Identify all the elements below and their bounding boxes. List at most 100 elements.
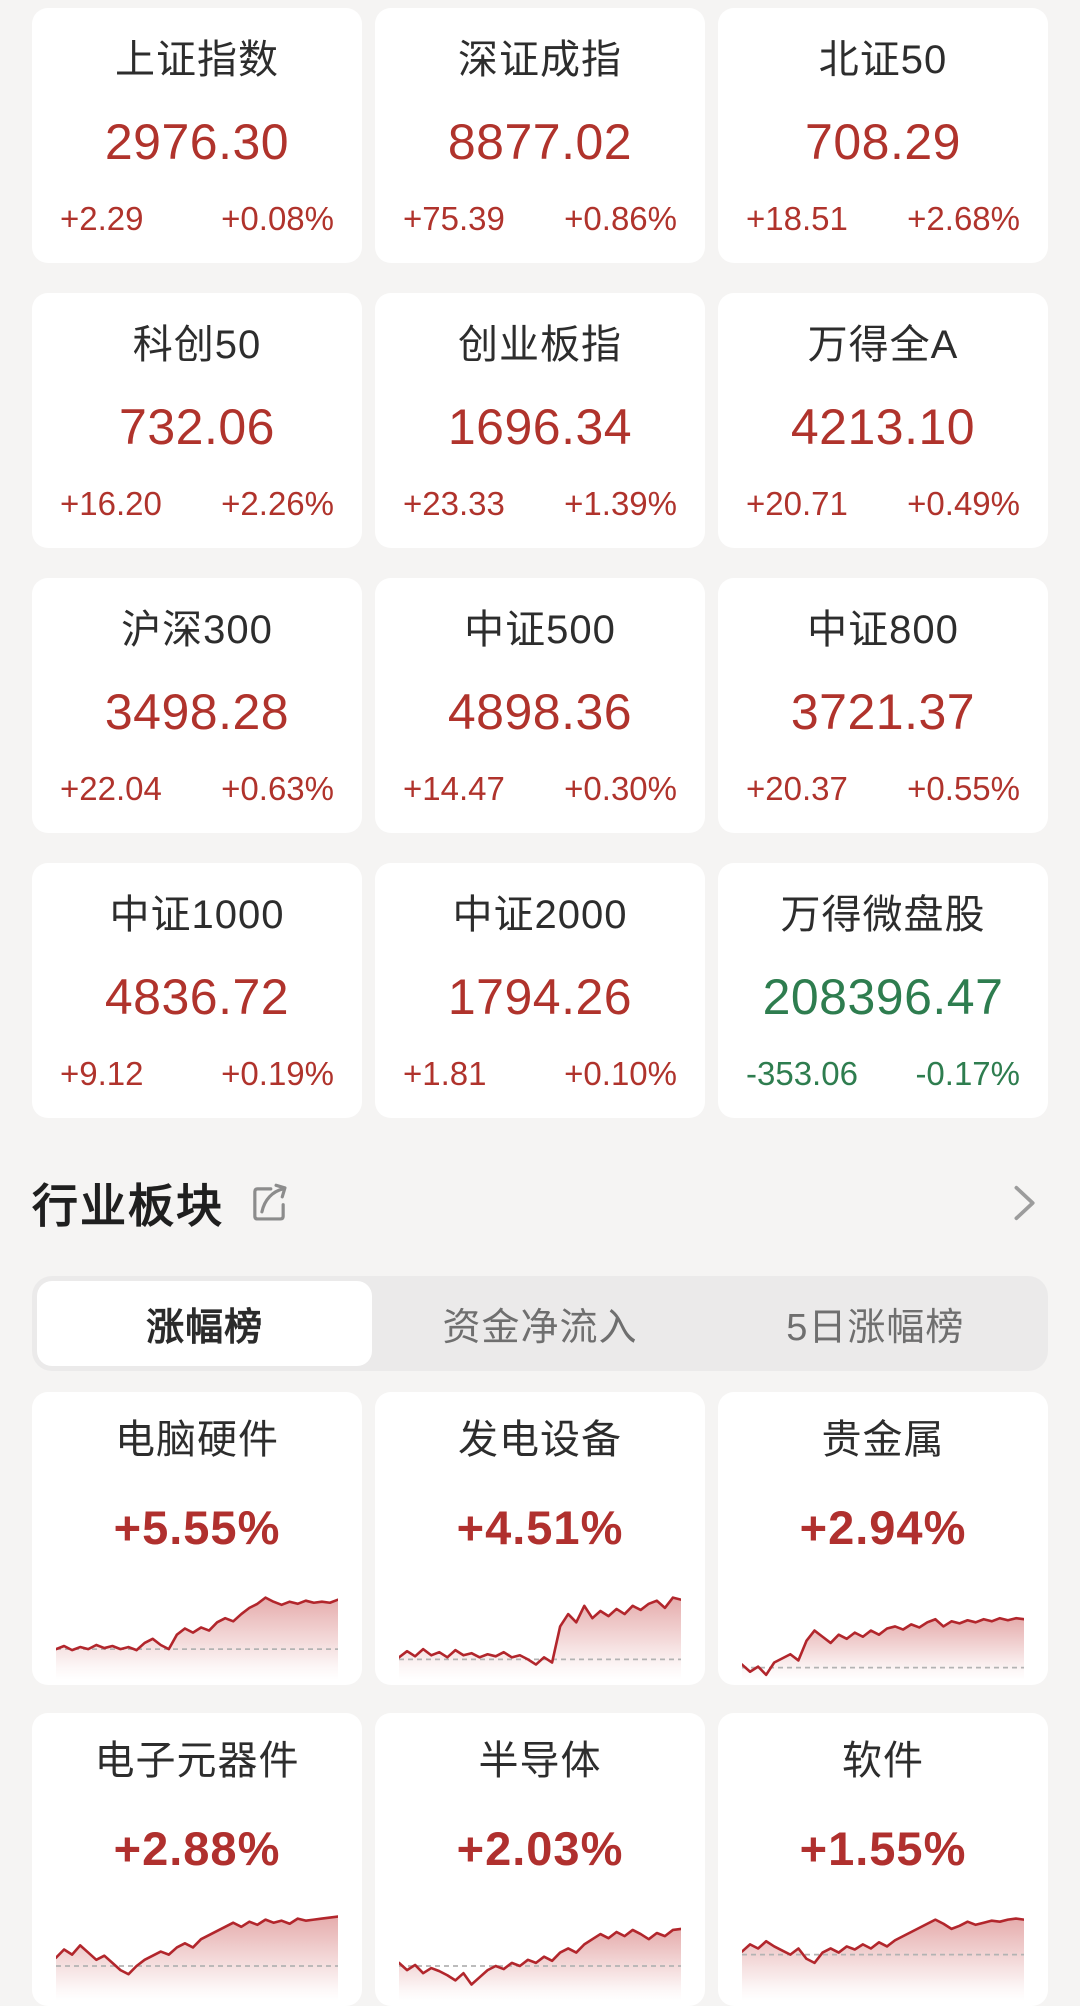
sector-change-pct: +2.03%	[456, 1822, 624, 1875]
index-card[interactable]: 万得全A 4213.10 +20.71 +0.49%	[718, 293, 1048, 548]
sector-name: 发电设备	[458, 1418, 622, 1462]
index-change-pct: +0.49%	[907, 485, 1020, 522]
sector-change-pct: +1.55%	[799, 1822, 967, 1875]
sector-name: 贵金属	[821, 1418, 945, 1462]
sector-card[interactable]: 半导体 +2.03%	[375, 1713, 705, 2006]
index-value: 208396.47	[762, 969, 1004, 1025]
index-name: 创业板指	[458, 323, 622, 367]
index-card[interactable]: 上证指数 2976.30 +2.29 +0.08%	[32, 8, 362, 263]
index-change-pct: +0.30%	[564, 770, 677, 807]
index-change: +20.37	[746, 770, 848, 807]
index-change-row: +1.81 +0.10%	[375, 1057, 705, 1090]
index-change-pct: +0.19%	[221, 1055, 334, 1092]
index-change-row: +20.37 +0.55%	[718, 772, 1048, 805]
index-name: 中证2000	[452, 893, 628, 937]
sector-name: 半导体	[478, 1739, 602, 1783]
index-change: +16.20	[60, 485, 162, 522]
sector-change-pct: +2.94%	[799, 1501, 967, 1554]
tab-5day-gainers[interactable]: 5日涨幅榜	[786, 1307, 965, 1349]
index-change-pct: +2.26%	[221, 485, 334, 522]
index-name: 上证指数	[115, 38, 279, 82]
index-value: 3721.37	[790, 684, 976, 740]
index-name: 深证成指	[458, 38, 622, 82]
sector-card[interactable]: 贵金属 +2.94%	[718, 1392, 1048, 1685]
index-card[interactable]: 深证成指 8877.02 +75.39 +0.86%	[375, 8, 705, 263]
index-name: 万得微盘股	[780, 893, 986, 937]
index-card[interactable]: 万得微盘股 208396.47 -353.06 -0.17%	[718, 863, 1048, 1118]
index-card[interactable]: 北证50 708.29 +18.51 +2.68%	[718, 8, 1048, 263]
sector-change-pct: +5.55%	[113, 1501, 281, 1554]
index-value: 2976.30	[104, 114, 290, 170]
index-change-row: +14.47 +0.30%	[375, 772, 705, 805]
sector-change-pct: +2.88%	[113, 1822, 281, 1875]
index-change-row: +75.39 +0.86%	[375, 202, 705, 235]
index-change-pct: +0.63%	[221, 770, 334, 807]
sector-card-grid: 电脑硬件 +5.55% 发电设备 +4.51% 贵金属 +2.94% 电子元器件…	[0, 1392, 1080, 2006]
index-change-pct: +2.68%	[907, 200, 1020, 237]
chevron-right-icon[interactable]	[1004, 1179, 1044, 1227]
index-change-row: +16.20 +2.26%	[32, 487, 362, 520]
index-value: 1696.34	[447, 399, 633, 455]
index-value: 3498.28	[104, 684, 290, 740]
index-card[interactable]: 创业板指 1696.34 +23.33 +1.39%	[375, 293, 705, 548]
index-change-pct: +0.86%	[564, 200, 677, 237]
index-change: +22.04	[60, 770, 162, 807]
index-value: 4898.36	[447, 684, 633, 740]
tab-net-inflow[interactable]: 资金净流入	[442, 1307, 638, 1349]
sector-card[interactable]: 软件 +1.55%	[718, 1713, 1048, 2006]
sector-change-pct: +4.51%	[456, 1501, 624, 1554]
index-change-row: +2.29 +0.08%	[32, 202, 362, 235]
sector-card[interactable]: 发电设备 +4.51%	[375, 1392, 705, 1685]
index-change: +2.29	[60, 200, 144, 237]
index-name: 科创50	[132, 323, 262, 367]
index-change-row: +18.51 +2.68%	[718, 202, 1048, 235]
index-name: 沪深300	[121, 608, 273, 652]
index-name: 中证1000	[109, 893, 285, 937]
sector-card[interactable]: 电脑硬件 +5.55%	[32, 1392, 362, 1685]
index-change-pct: -0.17%	[915, 1055, 1020, 1092]
sector-sparkline-chart	[399, 1577, 681, 1680]
index-change-row: +23.33 +1.39%	[375, 487, 705, 520]
index-card-grid: 上证指数 2976.30 +2.29 +0.08% 深证成指 8877.02 +…	[32, 8, 1048, 1118]
sector-sparkline-chart	[742, 1577, 1024, 1680]
sector-sparkline-chart	[56, 1577, 338, 1680]
index-change: +9.12	[60, 1055, 144, 1092]
index-change-row: +20.71 +0.49%	[718, 487, 1048, 520]
sector-name: 软件	[842, 1739, 924, 1783]
sector-card[interactable]: 电子元器件 +2.88%	[32, 1713, 362, 2006]
index-card[interactable]: 中证2000 1794.26 +1.81 +0.10%	[375, 863, 705, 1118]
index-card[interactable]: 中证800 3721.37 +20.37 +0.55%	[718, 578, 1048, 833]
index-value: 732.06	[119, 399, 275, 455]
index-change: -353.06	[746, 1055, 858, 1092]
index-change: +14.47	[403, 770, 505, 807]
index-card[interactable]: 科创50 732.06 +16.20 +2.26%	[32, 293, 362, 548]
index-change: +1.81	[403, 1055, 487, 1092]
index-change-pct: +0.10%	[564, 1055, 677, 1092]
index-change-row: +22.04 +0.63%	[32, 772, 362, 805]
index-value: 1794.26	[447, 969, 633, 1025]
sector-section-header: 行业板块	[0, 1158, 1080, 1248]
index-card[interactable]: 中证1000 4836.72 +9.12 +0.19%	[32, 863, 362, 1118]
index-value: 708.29	[805, 114, 961, 170]
index-value: 4836.72	[104, 969, 290, 1025]
share-export-icon[interactable]	[246, 1180, 292, 1226]
index-change: +18.51	[746, 200, 848, 237]
tab-gainers[interactable]: 涨幅榜	[37, 1281, 373, 1366]
index-name: 中证800	[807, 608, 959, 652]
index-change: +23.33	[403, 485, 505, 522]
index-change-row: -353.06 -0.17%	[718, 1057, 1048, 1090]
sector-tabbar: 涨幅榜 资金净流入 5日涨幅榜	[32, 1276, 1048, 1371]
index-change-pct: +1.39%	[564, 485, 677, 522]
index-change: +20.71	[746, 485, 848, 522]
sector-name: 电脑硬件	[115, 1418, 279, 1462]
index-name: 中证500	[464, 608, 616, 652]
index-card[interactable]: 中证500 4898.36 +14.47 +0.30%	[375, 578, 705, 833]
index-change-pct: +0.08%	[221, 200, 334, 237]
index-value: 4213.10	[790, 399, 976, 455]
index-name: 北证50	[818, 38, 948, 82]
index-card[interactable]: 沪深300 3498.28 +22.04 +0.63%	[32, 578, 362, 833]
index-value: 8877.02	[447, 114, 633, 170]
sector-sparkline-chart	[399, 1898, 681, 2001]
sector-sparkline-chart	[56, 1898, 338, 2001]
index-change: +75.39	[403, 200, 505, 237]
